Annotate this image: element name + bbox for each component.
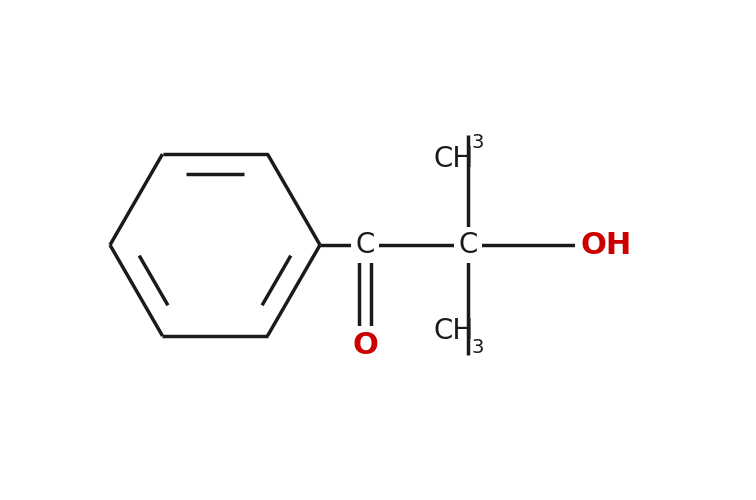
Text: CH: CH — [434, 317, 474, 345]
Text: C: C — [458, 231, 478, 259]
Text: CH: CH — [434, 145, 474, 173]
Text: 3: 3 — [472, 133, 484, 152]
Text: OH: OH — [580, 230, 631, 260]
Text: C: C — [355, 231, 375, 259]
Text: O: O — [352, 330, 378, 360]
Text: 3: 3 — [472, 338, 484, 357]
